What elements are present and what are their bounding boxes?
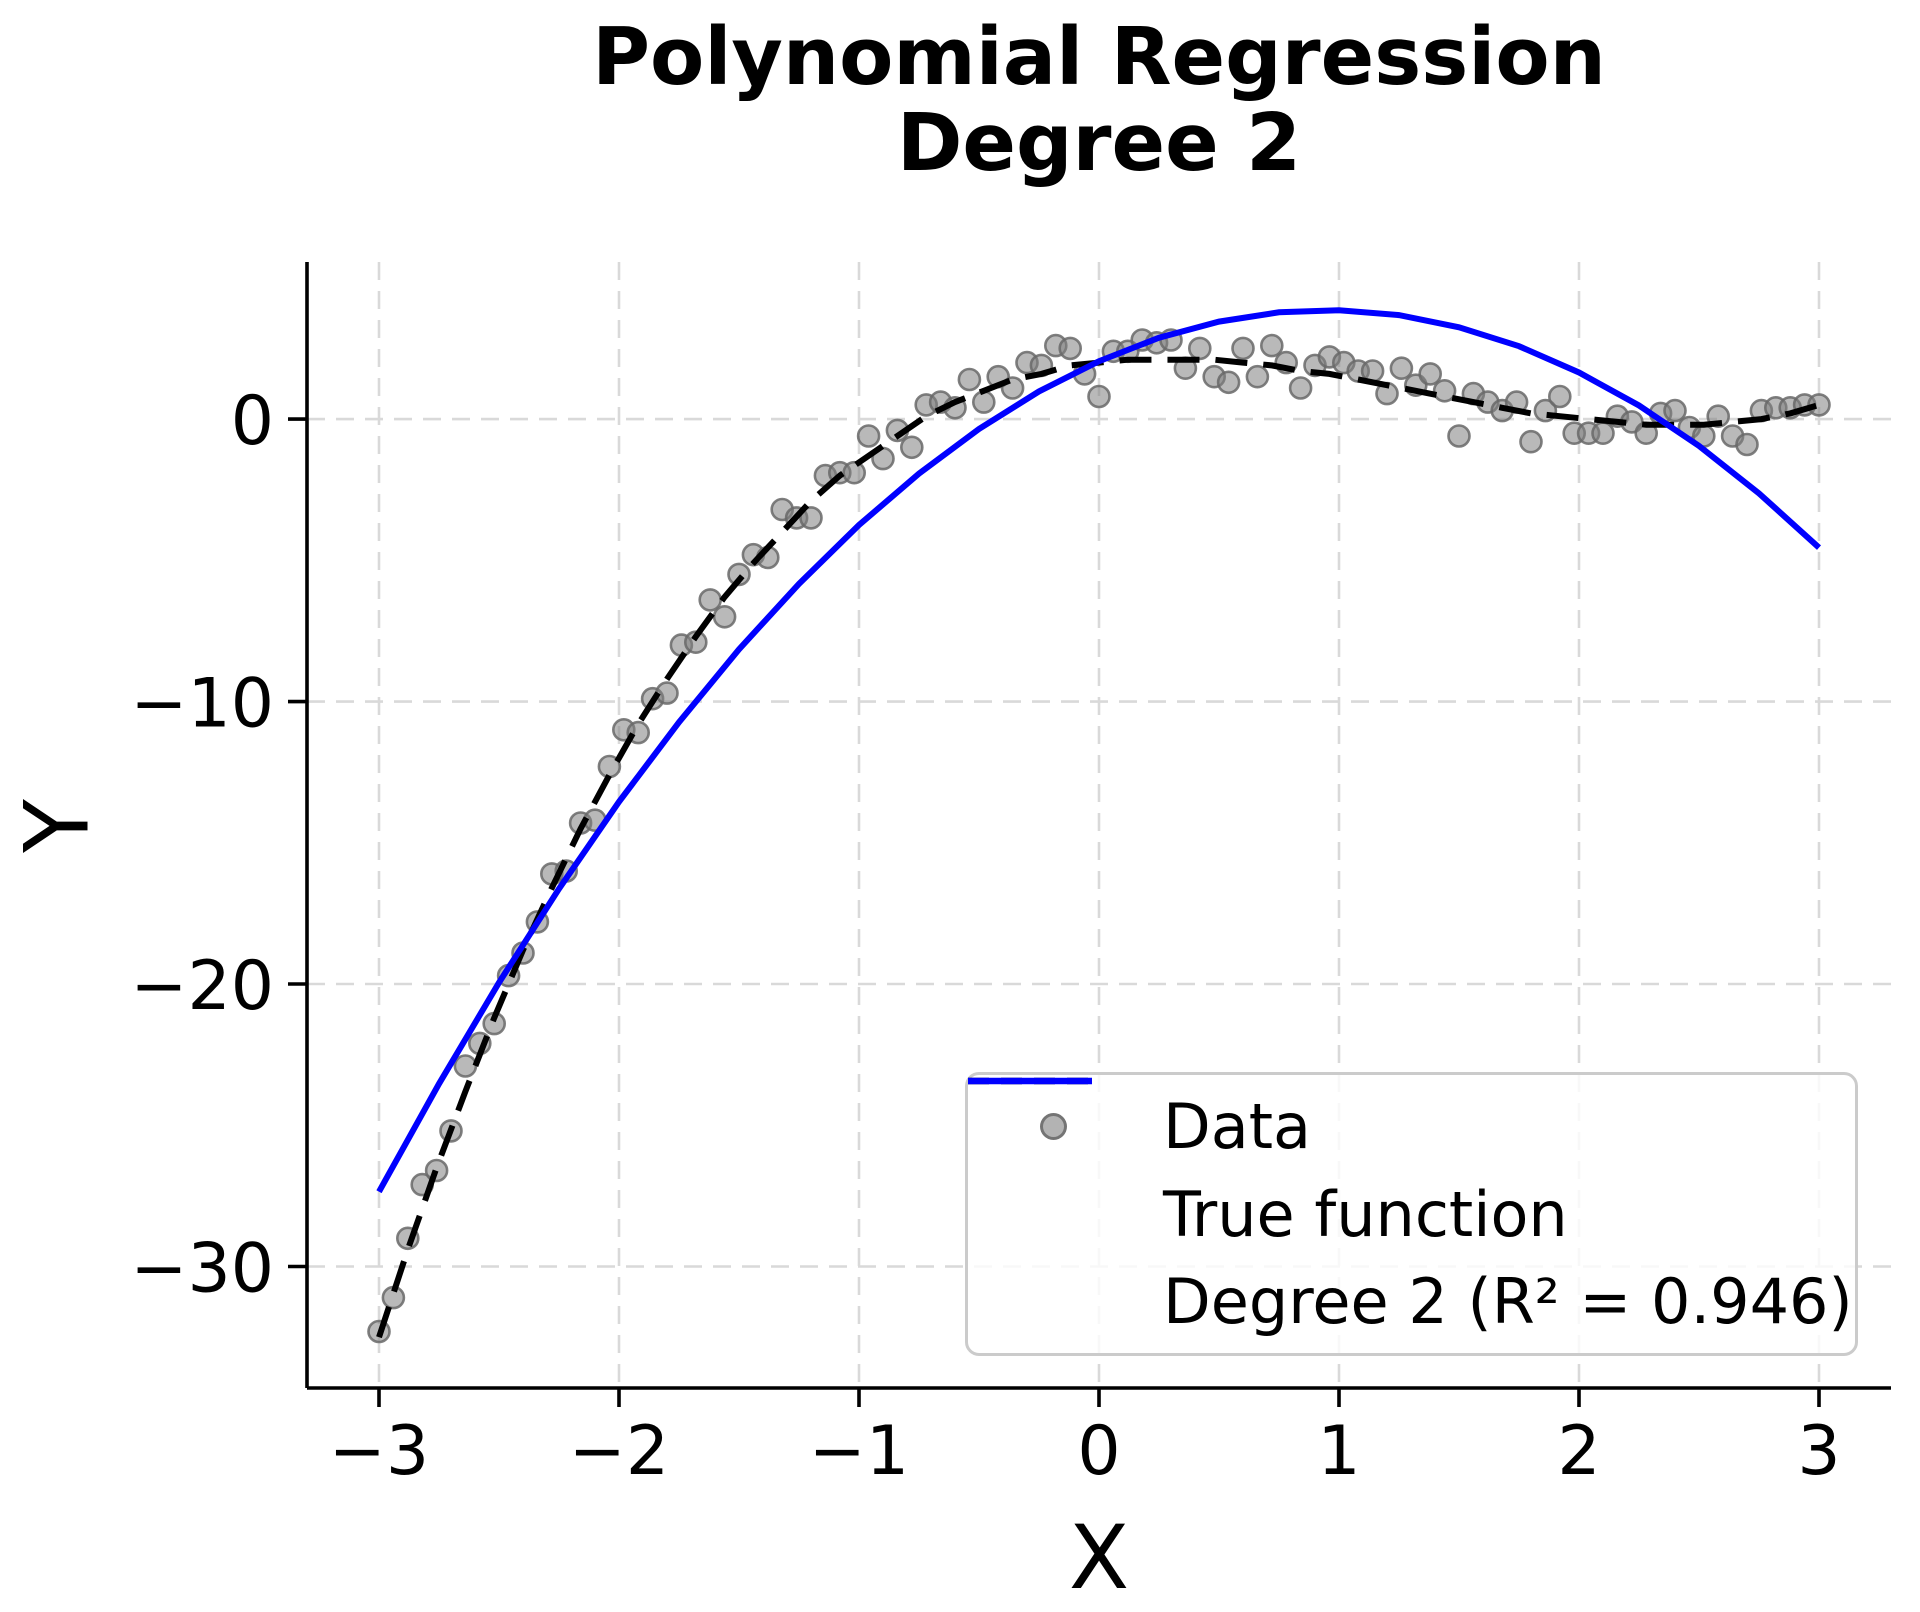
svg-text:1: 1 — [1317, 1412, 1360, 1491]
legend-item-data: Data — [968, 1084, 1855, 1169]
legend-label-true-function: True function — [1163, 1177, 1568, 1251]
svg-text:−10: −10 — [130, 665, 274, 744]
svg-text:−3: −3 — [329, 1412, 429, 1491]
gridlines — [307, 262, 1891, 1388]
degree2-fit-line — [376, 307, 1822, 1194]
legend-item-degree2: Degree 2 (R² = 0.946) — [968, 1077, 1855, 1344]
svg-text:−20: −20 — [130, 947, 274, 1026]
svg-text:−30: −30 — [130, 1230, 274, 1309]
legend-label-degree2: Degree 2 (R² = 0.946) — [1163, 1265, 1853, 1339]
chart-title: Polynomial Regression Degree 2 — [307, 14, 1891, 186]
legend: Data True function Degree 2 (R² = 0.946) — [965, 1072, 1858, 1356]
y-axis-label: Y — [5, 799, 109, 853]
scatter-marker-icon — [991, 1112, 1115, 1140]
chart-title-line1: Polynomial Regression — [592, 11, 1606, 103]
x-tick-marks-and-labels: −3 −2 −1 0 1 2 3 — [329, 1388, 1841, 1491]
svg-text:−2: −2 — [569, 1412, 669, 1491]
svg-text:0: 0 — [1077, 1412, 1120, 1491]
chart-title-line2: Degree 2 — [896, 97, 1302, 189]
legend-label-data: Data — [1163, 1089, 1312, 1163]
legend-item-true-function: True function — [968, 1077, 1855, 1257]
svg-text:0: 0 — [231, 382, 274, 461]
y-tick-marks-and-labels: 0 −10 −20 −30 — [130, 382, 307, 1309]
x-axis-label: X — [1068, 1506, 1130, 1609]
svg-text:2: 2 — [1557, 1412, 1600, 1491]
svg-text:−1: −1 — [809, 1412, 909, 1491]
svg-text:3: 3 — [1797, 1412, 1840, 1491]
